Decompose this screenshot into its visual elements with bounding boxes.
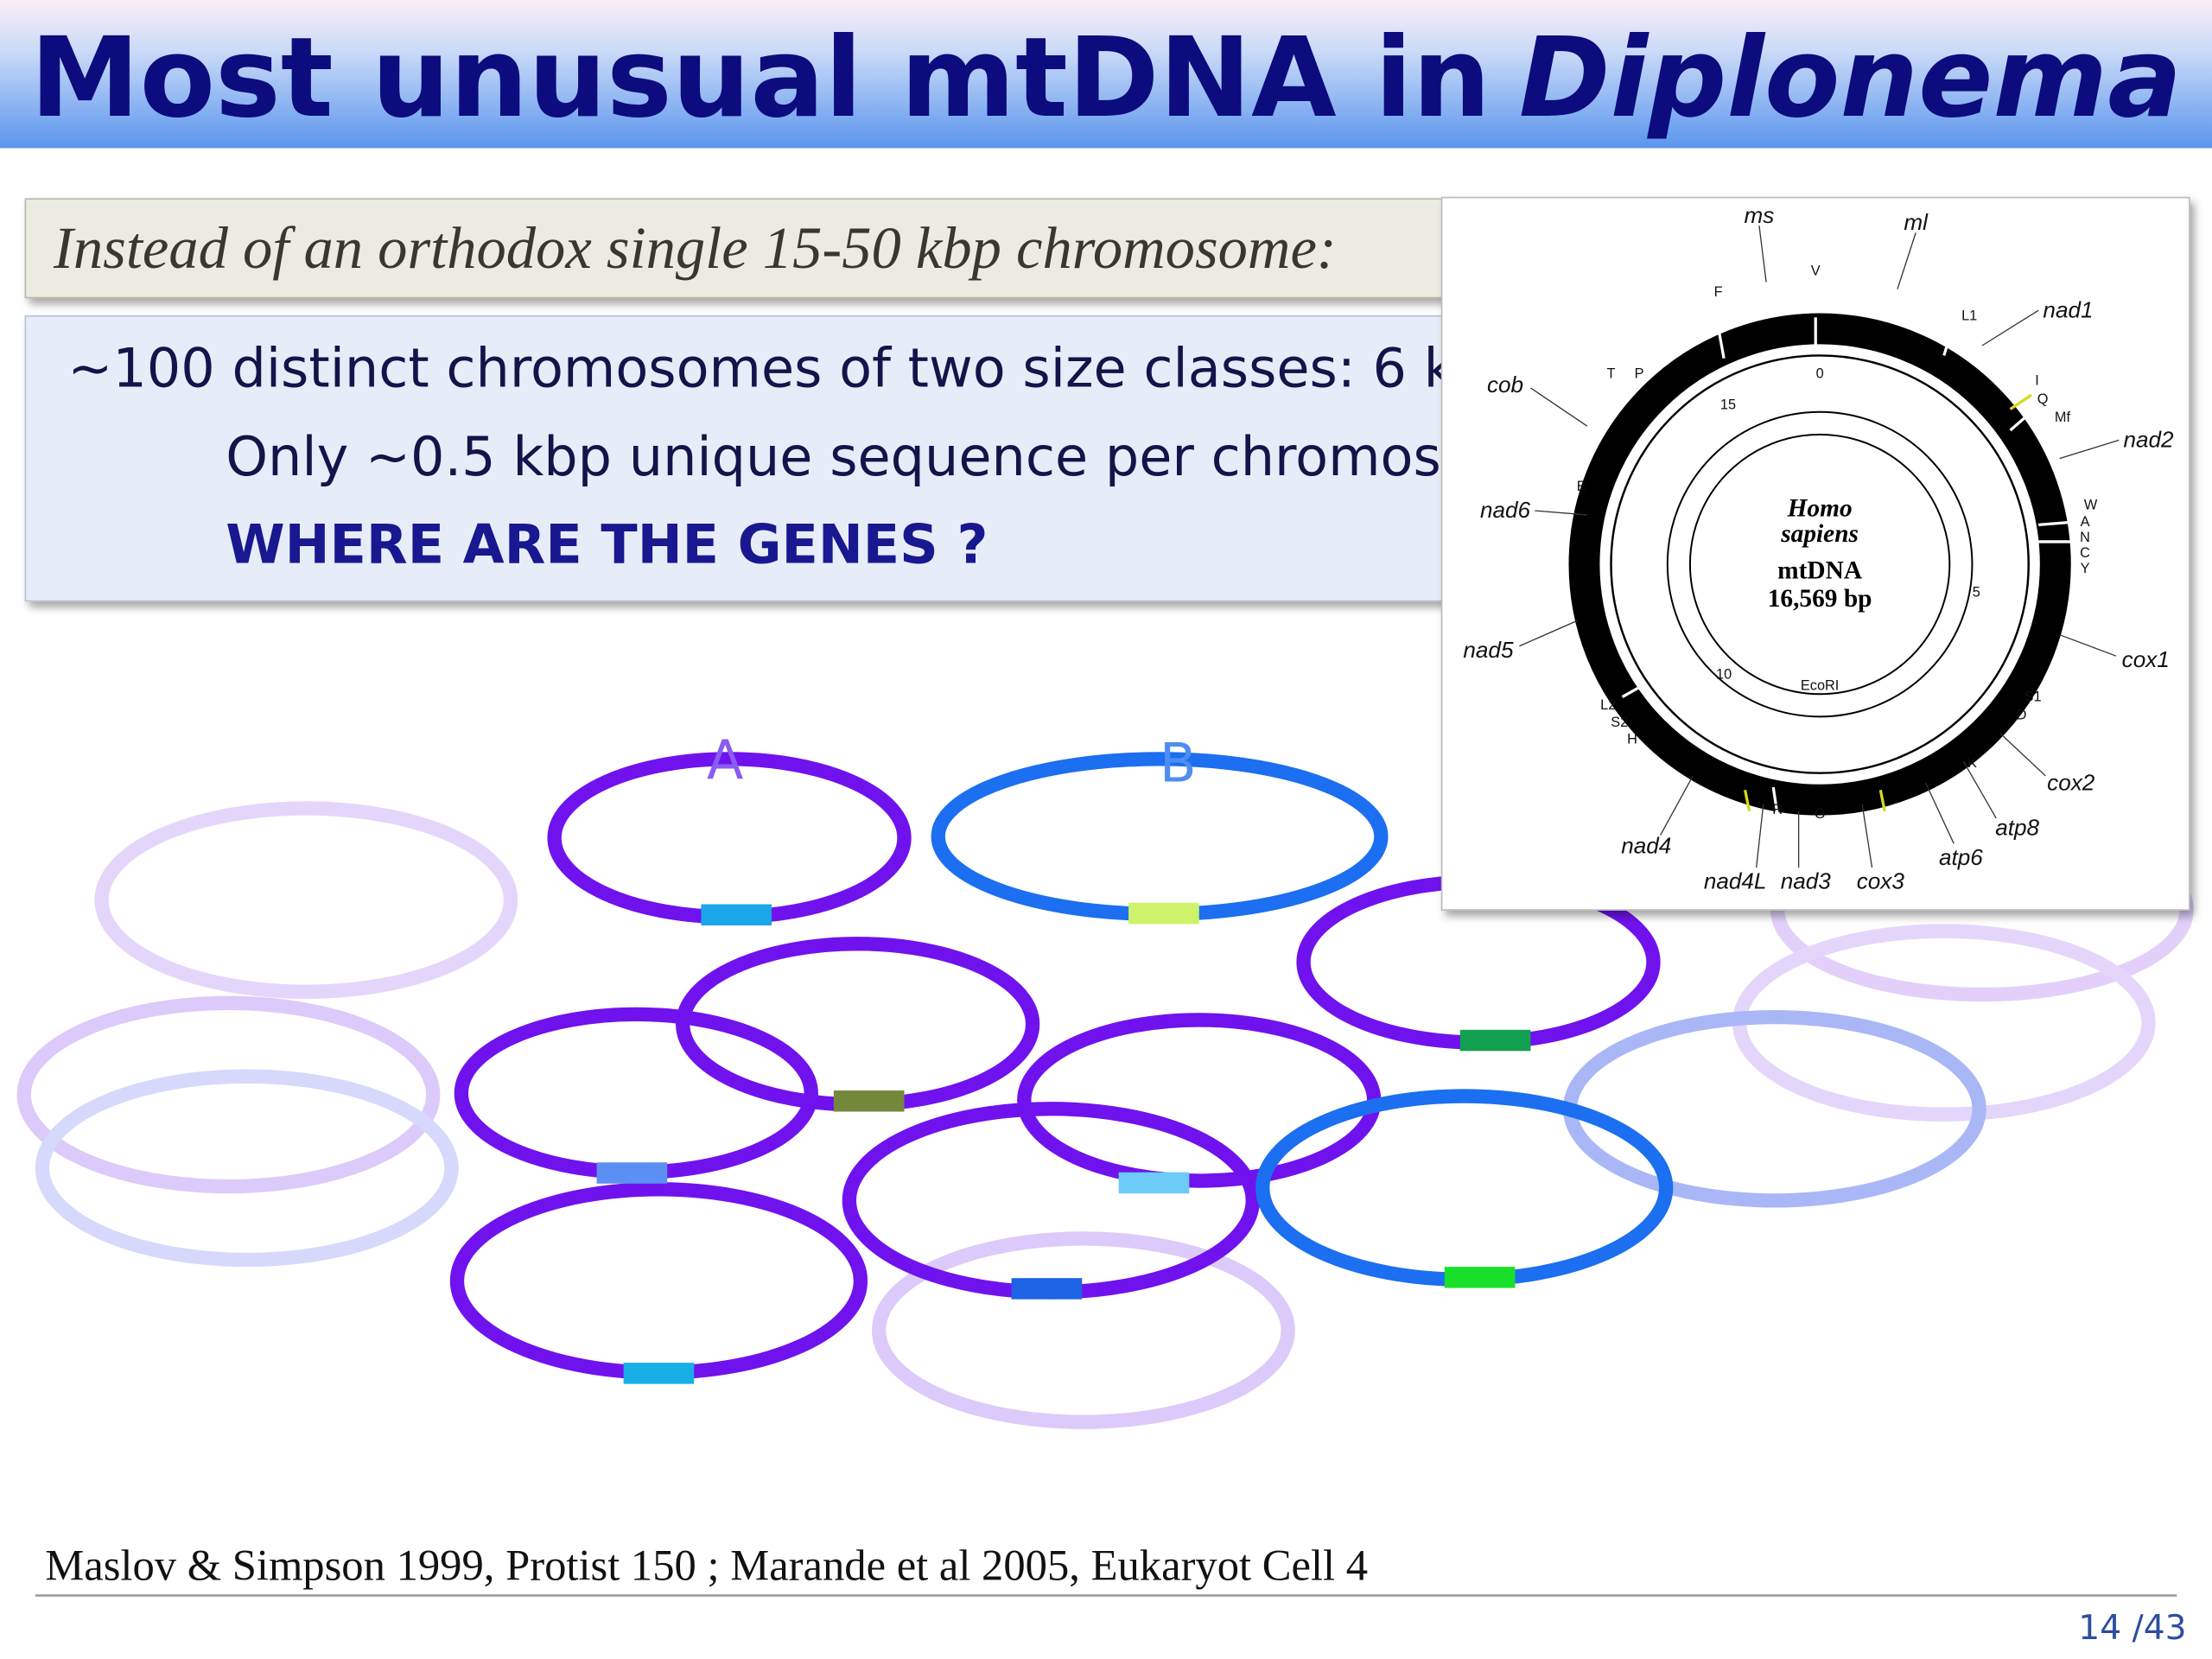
- gene-label: cox1: [2122, 646, 2170, 672]
- gene-label: ms: [1745, 202, 1775, 228]
- faded-circle: [35, 1069, 459, 1268]
- marker: [833, 1090, 905, 1112]
- ring: [1688, 433, 1951, 696]
- trna-label: L1: [1961, 308, 1977, 324]
- trna-label: L2: [1600, 697, 1616, 713]
- gene-label: cob: [1487, 372, 1523, 397]
- trna-label: C: [2080, 545, 2090, 561]
- faded-circle: [16, 995, 441, 1194]
- scale-label: 10: [1716, 666, 1732, 682]
- marker: [596, 1162, 668, 1184]
- bullet: Only ~0.5 kbp unique sequence per chromo…: [226, 425, 1441, 488]
- bullet: WHERE ARE THE GENES ?: [226, 512, 988, 575]
- genome-size: 16,569 bp: [1768, 585, 1872, 613]
- trna-label: P: [1635, 366, 1644, 382]
- genome-name: mtDNA: [1777, 556, 1862, 584]
- trna-label: K: [1967, 755, 1977, 771]
- subtitle-box: [24, 198, 1452, 299]
- trna-label: W: [2084, 497, 2098, 512]
- trna-label: I: [2035, 373, 2039, 389]
- circle: [449, 1182, 868, 1380]
- marker: [701, 904, 772, 926]
- trna-label: N: [2080, 530, 2090, 545]
- bullet: ~100 distinct chromosomes of two size cl…: [67, 336, 1454, 399]
- leader-lines: [1519, 226, 2120, 868]
- trna-label: S1: [2024, 689, 2042, 704]
- gene-label: nad3: [1781, 868, 1832, 894]
- trna-label: Q: [2037, 391, 2049, 407]
- trna-label: R: [1772, 802, 1783, 817]
- gene-label: nad6: [1480, 497, 1531, 523]
- circle-label: B: [1160, 731, 1197, 794]
- bullet-box: [24, 315, 1452, 602]
- gene-label: nad5: [1463, 637, 1514, 663]
- gene-label: atp8: [1995, 815, 2039, 841]
- gene-label: nad1: [2043, 296, 2093, 322]
- circle: [1017, 1013, 1382, 1188]
- trna-label: S2: [1611, 715, 1628, 730]
- scale-label: 5: [1973, 585, 1980, 601]
- trna-label: F: [1714, 284, 1723, 300]
- trna-label: Mf: [2055, 410, 2071, 425]
- circle: [1255, 1089, 1674, 1287]
- marker: [1011, 1278, 1083, 1300]
- trna-label: A: [2081, 514, 2090, 530]
- marker: [1459, 1029, 1531, 1052]
- trna-label: Y: [2081, 561, 2090, 576]
- scale-label: 15: [1720, 397, 1736, 412]
- faded-circle: [871, 1231, 1295, 1429]
- ring: [1610, 354, 2030, 774]
- circle-label: A: [707, 728, 743, 791]
- trna-label: T: [1607, 366, 1616, 382]
- gene-label: ml: [1904, 209, 1929, 235]
- gene-label: cox2: [2047, 769, 2095, 795]
- trna-label: E: [1577, 479, 1586, 494]
- trna-label: D: [2017, 708, 2027, 723]
- citation: Maslov & Simpson 1999, Protist 150 ; Mar…: [45, 1541, 1368, 1590]
- faded-circle: [94, 801, 518, 999]
- trna-label: G: [1815, 806, 1826, 822]
- gene-label: nad2: [2123, 427, 2174, 453]
- gene-label: nad4: [1621, 833, 1671, 859]
- title-emphasis: Diplonema: [1519, 15, 2182, 143]
- species: Homo: [1787, 495, 1853, 523]
- gene-label: nad4L: [1704, 868, 1767, 894]
- gene-markers: [596, 902, 1531, 1384]
- title-text: Most unusual mtDNA in: [30, 15, 1491, 143]
- ring-marks: [1743, 393, 2032, 812]
- species: sapiens: [1780, 520, 1859, 548]
- scale-label: 0: [1816, 366, 1824, 382]
- ring-gaps: [1621, 317, 2075, 816]
- genome-ring: [1568, 313, 2071, 816]
- title-bar: [0, 0, 2212, 149]
- gene-label: cox3: [1857, 868, 1905, 894]
- marker: [1128, 902, 1199, 925]
- gene-label: atp6: [1939, 844, 1983, 870]
- title: Most unusual mtDNA in Diplonema: [30, 15, 2182, 143]
- trna-label: V: [1811, 263, 1821, 278]
- subtitle: Instead of an orthodox single 15-50 kbp …: [53, 215, 1337, 281]
- trna-label: H: [1627, 731, 1637, 747]
- marker: [623, 1363, 695, 1384]
- ring: [1666, 410, 1974, 718]
- inset: ms ml nad1 nad2 cox1 cox2 atp8 atp6 cox3…: [1440, 196, 2190, 911]
- page-number: 14 /43: [2078, 1609, 2186, 1648]
- marker: [1118, 1172, 1190, 1194]
- marker: [1444, 1267, 1516, 1288]
- scale-label: EcoRI: [1801, 677, 1839, 693]
